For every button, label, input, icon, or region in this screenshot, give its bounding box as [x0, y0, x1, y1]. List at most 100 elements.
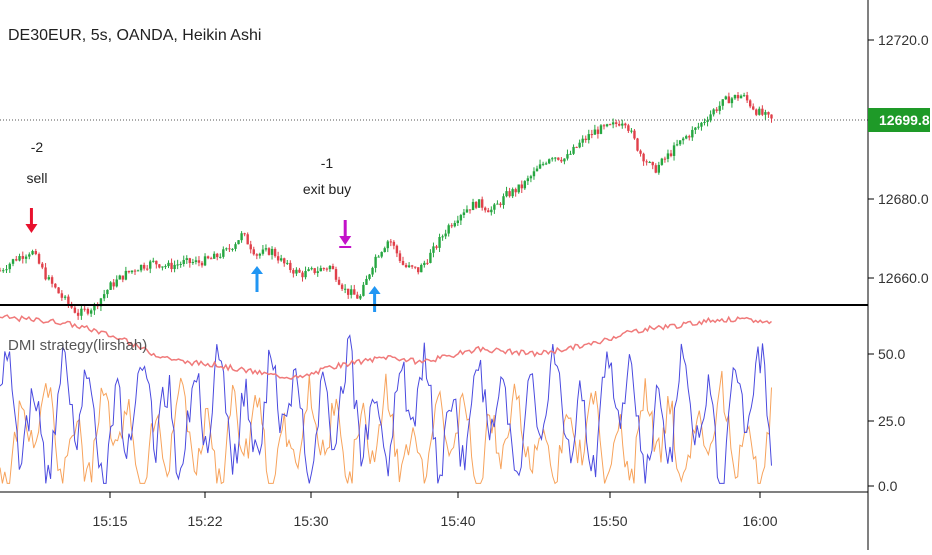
candle-body: [520, 184, 523, 189]
candle-body: [450, 225, 453, 227]
candle-body: [47, 277, 51, 280]
candle-body: [112, 282, 115, 287]
candle-body: [234, 244, 237, 249]
candle-body: [83, 308, 86, 310]
candle-body: [301, 272, 304, 278]
candle-body: [179, 263, 182, 265]
current-price-tag: [868, 108, 930, 132]
candle-body: [118, 275, 121, 280]
candle-body: [474, 201, 478, 208]
candle-body: [222, 249, 225, 257]
candle-body: [356, 294, 359, 299]
candle-body: [505, 191, 508, 197]
candle-body: [544, 163, 548, 165]
candle-body: [337, 279, 341, 285]
candle-body: [328, 266, 332, 270]
candle-body: [289, 262, 292, 271]
price-axis[interactable]: 12720.0 12680.0 12660.0 12699.8: [868, 32, 930, 286]
candle-body: [127, 270, 131, 273]
candle-body: [249, 244, 252, 250]
exit-text-label: exit buy: [303, 181, 351, 197]
candle-body: [209, 258, 213, 260]
candle-body: [258, 253, 262, 256]
candle-body: [86, 308, 90, 314]
candle-body: [599, 125, 603, 134]
candle-body: [532, 171, 536, 177]
candle-body: [755, 109, 758, 115]
candle-body: [417, 267, 420, 273]
candle-body: [560, 159, 563, 162]
candle-body: [611, 122, 615, 125]
time-tick-label: 16:00: [742, 513, 777, 529]
candle-body: [185, 258, 188, 260]
price-tick-label: 12660.0: [878, 270, 929, 286]
candle-body: [63, 296, 67, 298]
time-tick-label: 15:40: [440, 513, 475, 529]
candle-body: [142, 264, 146, 269]
candle-body: [517, 184, 520, 193]
candle-body: [31, 251, 34, 255]
candle-body: [353, 289, 356, 295]
candle-body: [538, 164, 542, 169]
candle-body: [252, 249, 255, 255]
indicator-tick-label: 25.0: [878, 413, 905, 429]
candle-body: [255, 254, 259, 256]
current-price-label: 12699.8: [879, 112, 930, 128]
candle-body: [164, 266, 167, 268]
candle-body: [383, 248, 386, 253]
candle-body: [715, 109, 718, 111]
candle-body: [89, 310, 93, 314]
candle-body: [359, 295, 362, 299]
candle-body: [225, 248, 228, 250]
candle-body: [566, 154, 569, 159]
candle-body: [145, 268, 149, 270]
candle-body: [648, 161, 651, 163]
candle-body: [413, 266, 417, 268]
candle-body: [733, 95, 737, 99]
candle-body: [551, 158, 554, 160]
candle-body: [691, 129, 694, 138]
candle-body: [484, 207, 487, 211]
candle-body: [267, 248, 271, 255]
candle-body: [316, 271, 319, 273]
time-tick-label: 15:50: [592, 513, 627, 529]
symbol-title: DE30EUR, 5s, OANDA, Heikin Ashi: [8, 27, 261, 44]
candle-body: [685, 136, 688, 139]
candle-body: [438, 236, 441, 248]
candle-body: [770, 114, 773, 119]
candle-body: [618, 123, 621, 126]
candle-body: [18, 256, 21, 261]
candle-body: [630, 130, 633, 132]
candle-body: [21, 256, 24, 259]
candle-body: [669, 153, 673, 156]
candle-body: [283, 258, 286, 264]
time-tick-label: 15:15: [92, 513, 127, 529]
candle-body: [508, 191, 511, 197]
candle-body: [109, 282, 112, 290]
price-tick-label: 12680.0: [878, 191, 929, 207]
candle-body: [590, 134, 594, 136]
candle-body: [176, 264, 179, 266]
candle-body: [447, 225, 450, 234]
time-tick-label: 15:30: [293, 513, 328, 529]
candle-body: [310, 268, 313, 270]
candle-body: [276, 256, 280, 261]
candle-body: [462, 212, 466, 216]
candle-body: [523, 181, 527, 189]
candle-body: [124, 270, 128, 280]
candle-body: [471, 201, 475, 211]
candle-body: [764, 112, 767, 115]
candle-body: [115, 279, 118, 287]
indicator-axis[interactable]: 50.0 25.0 0.0: [868, 346, 905, 494]
candle-body: [554, 157, 557, 159]
candle-body: [368, 274, 371, 279]
time-axis[interactable]: 15:15 15:22 15:30 15:40 15:50 16:00: [92, 492, 778, 529]
price-pane[interactable]: DE30EUR, 5s, OANDA, Heikin Ashi: [0, 27, 868, 320]
candle-body: [99, 298, 103, 307]
indicator-pane[interactable]: DMI strategy(lirshah): [0, 314, 772, 485]
candle-body: [459, 215, 463, 221]
sell-arrowhead-icon: [25, 224, 38, 233]
candle-body: [724, 96, 728, 100]
